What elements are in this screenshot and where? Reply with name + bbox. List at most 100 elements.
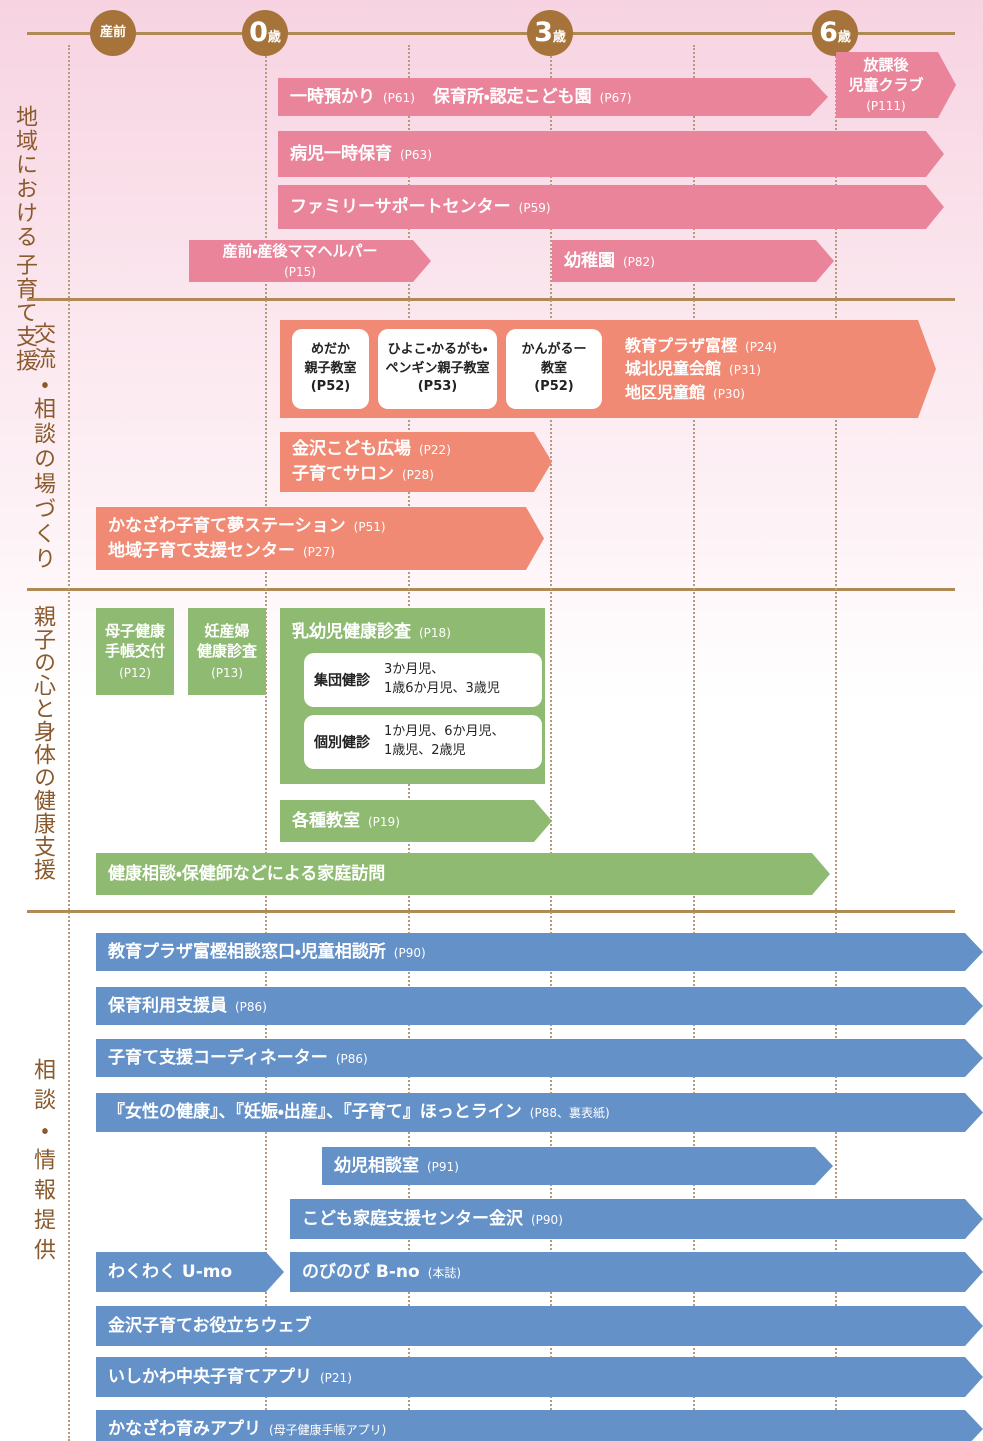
text-block: かなざわ子育て夢ステーション(P51)地域子育て支援センター(P27)	[108, 514, 404, 563]
age-number: 6	[819, 10, 838, 56]
text-line: 地区児童館(P30)	[625, 381, 795, 404]
text-block: 保育利用支援員(P86)	[108, 994, 285, 1019]
page-ref: (P31)	[729, 363, 761, 377]
text-line: 各種教室 (P19)	[292, 809, 418, 834]
page-ref: (母子健康手帳アプリ)	[269, 1423, 386, 1437]
service-bar: 保育利用支援員(P86)	[96, 987, 983, 1025]
section-label-line: 親子の心と身体の健康支援	[26, 605, 58, 881]
program-box-line: かんがるー	[521, 341, 586, 360]
service-bar: 各種教室 (P19)	[280, 800, 552, 842]
item-label: ファミリーサポートセンター	[290, 197, 511, 217]
service-bar: 一時預かり(P61)保育所・認定こども園(P67)	[278, 78, 828, 116]
service-bar: 健康相談・保健師などによる家庭訪問	[96, 853, 830, 895]
text-line: 産前・産後ママヘルパー	[222, 241, 377, 261]
text-line: 児童クラブ	[848, 75, 923, 95]
page-ref: (P91)	[427, 1160, 459, 1174]
text-line: 地域子育て支援センター(P27)	[108, 539, 404, 564]
text-line: かなざわ子育て夢ステーション(P51)	[108, 514, 404, 539]
page-ref: (P28)	[402, 468, 434, 482]
program-box-line: ひよこ・かるがも・	[388, 341, 488, 360]
text-block: いしかわ中央子育てアプリ(P21)	[108, 1365, 370, 1390]
guide-line	[68, 45, 70, 1441]
text-line: 教育プラザ富樫(P24)	[625, 334, 795, 357]
text-block: 各種教室 (P19)	[292, 809, 418, 834]
service-bar: かなざわ子育て夢ステーション(P51)地域子育て支援センター(P27)	[96, 507, 544, 570]
text-block: かなざわ育みアプリ(母子健康手帳アプリ)	[108, 1417, 404, 1441]
item-label: 幼児相談室	[334, 1156, 419, 1176]
item-label: 金沢子育てお役立ちウェブ	[108, 1316, 312, 1336]
page-ref: (P90)	[531, 1213, 563, 1227]
page-ref: (P111)	[866, 99, 906, 113]
item-label: 子育て支援コーディネーター	[108, 1048, 328, 1068]
service-bar: 教育プラザ富樫相談窓口・児童相談所(P90)	[96, 933, 983, 971]
text-line: 病児一時保育(P63)	[290, 142, 450, 167]
item-label: 健康相談・保健師などによる家庭訪問	[108, 864, 385, 884]
item-label: こども家庭支援センター金沢	[302, 1209, 523, 1229]
page-ref: (P82)	[623, 255, 655, 269]
text-line: 一時預かり(P61)保育所・認定こども園(P67)	[290, 85, 650, 110]
text-line: 幼稚園(P82)	[564, 249, 673, 274]
item-label: 城北児童会館	[625, 359, 721, 378]
text-line: 手帳交付	[105, 641, 165, 661]
checkup-detail: 1か月児、6か月児、1歳児、2歳児	[384, 723, 505, 761]
text-block: 幼稚園(P82)	[564, 249, 673, 274]
text-line: 妊産婦	[204, 621, 249, 641]
service-bar: 子育て支援コーディネーター(P86)	[96, 1039, 983, 1077]
service-bar: こども家庭支援センター金沢 (P90)	[290, 1199, 983, 1239]
age-label: 産前	[100, 10, 126, 56]
text-block: 『女性の健康』、『妊娠・出産』、『子育て』ほっとライン(P88、裏表紙)	[108, 1100, 628, 1125]
text-block: 母子健康手帳交付(P12)	[96, 621, 174, 682]
item-label: 教育プラザ富樫相談窓口・児童相談所	[108, 942, 386, 962]
page-ref: (本誌)	[428, 1266, 461, 1280]
text-block: 金沢こども広場 (P22) 子育てサロン (P28)	[292, 437, 469, 486]
text-line: ファミリーサポートセンター (P59)	[290, 195, 569, 220]
item-label: 各種教室	[292, 811, 360, 831]
checkup-line: 3か月児、	[384, 661, 500, 680]
service-bar: めだか親子教室(P52)ひよこ・かるがも・ペンギン親子教室(P53)かんがるー教…	[280, 320, 936, 418]
page-ref: (P61)	[383, 91, 415, 105]
text-line: 乳幼児健康診査(P18)	[292, 620, 469, 645]
item-label: 保育利用支援員	[108, 996, 227, 1016]
text-line: 子育て支援コーディネーター(P86)	[108, 1046, 386, 1071]
service-bar: 『女性の健康』、『妊娠・出産』、『子育て』ほっとライン(P88、裏表紙)	[96, 1093, 983, 1132]
checkup-detail: 3か月児、1歳6か月児、3歳児	[384, 661, 500, 699]
item-label: わくわく U-mo	[108, 1262, 232, 1282]
section-divider	[27, 298, 955, 301]
page-ref: (P27)	[303, 545, 335, 559]
text-block: 教育プラザ富樫(P24) 城北児童会館 (P31) 地区児童館(P30)	[625, 334, 795, 404]
section-label-line: 地域における	[8, 105, 40, 249]
program-box-line: ペンギン親子教室	[385, 360, 489, 379]
text-line: のびのび B-no(本誌)	[302, 1260, 479, 1285]
page-ref: (P19)	[368, 815, 400, 829]
text-line: 教育プラザ富樫相談窓口・児童相談所(P90)	[108, 940, 444, 965]
page-ref: (P21)	[320, 1371, 352, 1385]
text-line: 放課後	[863, 55, 908, 75]
program-box-line: 教室	[541, 360, 567, 379]
program-box: めだか親子教室(P52)	[292, 329, 369, 409]
item-label: 教育プラザ富樫	[625, 336, 737, 355]
text-block: 健康相談・保健師などによる家庭訪問	[108, 862, 385, 887]
age-number: 3	[534, 10, 553, 56]
text-block: 産前・産後ママヘルパー(P15)	[189, 241, 411, 282]
checkup-name: 個別健診	[314, 732, 370, 752]
section-label-line: 交流・相談の場づくり	[26, 322, 58, 572]
text-line: (P13)	[211, 662, 243, 682]
text-line: いしかわ中央子育てアプリ(P21)	[108, 1365, 370, 1390]
page-ref: (P13)	[211, 666, 243, 680]
text-line: こども家庭支援センター金沢 (P90)	[302, 1207, 581, 1232]
service-bar: 乳幼児健康診査(P18)集団健診3か月児、1歳6か月児、3歳児個別健診1か月児、…	[280, 608, 545, 784]
age-marker: 0歳	[242, 10, 288, 56]
page-ref: (P51)	[354, 520, 386, 534]
text-line: かなざわ育みアプリ(母子健康手帳アプリ)	[108, 1417, 404, 1441]
item-label: 子育てサロン	[292, 464, 394, 484]
service-bar: いしかわ中央子育てアプリ(P21)	[96, 1357, 983, 1397]
section-divider	[27, 910, 955, 913]
text-block: 金沢子育てお役立ちウェブ	[108, 1314, 312, 1339]
item-label: 放課後	[863, 56, 908, 74]
checkup-line: 1歳児、2歳児	[384, 742, 505, 761]
text-line: (P12)	[119, 662, 151, 682]
page-ref: (P22)	[419, 443, 451, 457]
page-ref: (P59)	[519, 201, 551, 215]
item-label: 金沢こども広場	[292, 439, 411, 459]
